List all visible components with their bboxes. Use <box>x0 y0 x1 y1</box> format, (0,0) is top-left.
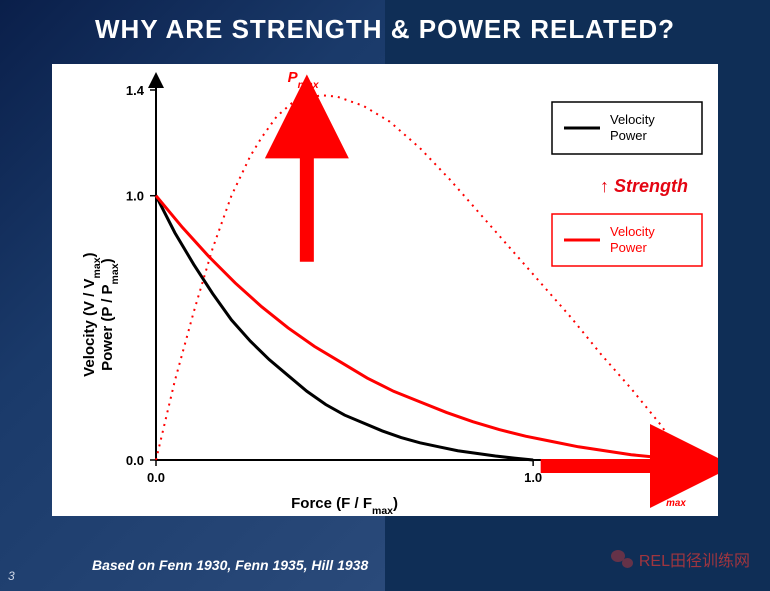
svg-text:0.0: 0.0 <box>126 453 144 468</box>
watermark-text: REL田径训练网 <box>639 547 750 571</box>
citation-text: Based on Fenn 1930, Fenn 1935, Hill 1938 <box>92 557 368 573</box>
chart-panel: 0.01.01.40.01.01.4Force (F / Fmax)Veloci… <box>52 64 718 516</box>
svg-text:↑ Strength: ↑ Strength <box>600 176 688 196</box>
svg-text:Power: Power <box>610 240 648 255</box>
svg-text:Fmax: Fmax <box>658 487 687 509</box>
svg-text:0.0: 0.0 <box>147 470 165 485</box>
svg-text:1.0: 1.0 <box>524 470 542 485</box>
wechat-icon <box>611 550 633 568</box>
page-number: 3 <box>8 569 15 583</box>
svg-text:Velocity: Velocity <box>610 112 655 127</box>
svg-text:1.4: 1.4 <box>126 83 145 98</box>
chart-svg: 0.01.01.40.01.01.4Force (F / Fmax)Veloci… <box>52 64 718 516</box>
slide-root: WHY ARE STRENGTH & POWER RELATED? 0.0 1.0… <box>0 0 770 591</box>
svg-text:Power: Power <box>610 128 648 143</box>
svg-text:1.0: 1.0 <box>126 189 144 204</box>
watermark: REL田径训练网 <box>611 547 750 571</box>
svg-text:Force (F / Fmax): Force (F / Fmax) <box>291 495 398 516</box>
svg-text:Pmax: Pmax <box>288 69 320 91</box>
svg-text:Velocity: Velocity <box>610 224 655 239</box>
slide-title: WHY ARE STRENGTH & POWER RELATED? <box>0 14 770 45</box>
